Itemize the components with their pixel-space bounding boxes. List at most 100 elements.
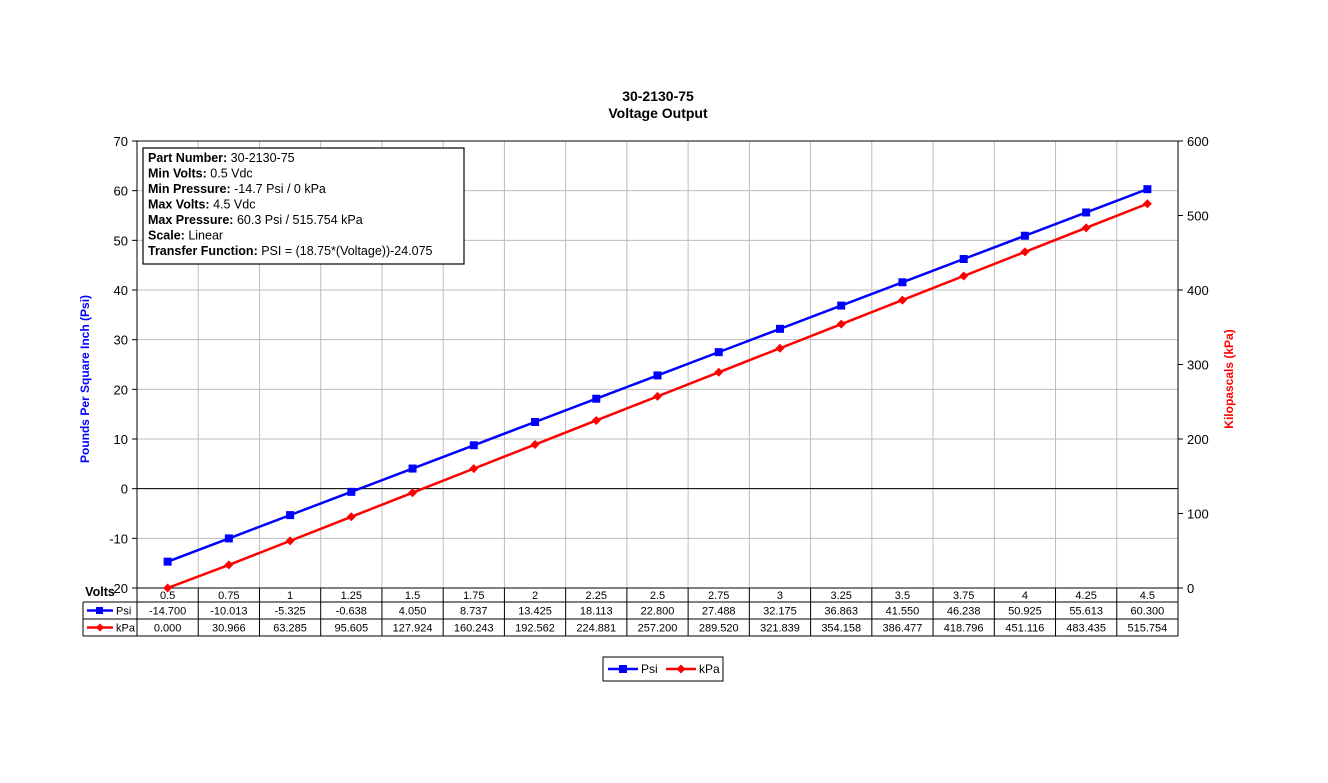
info-box-label: Max Volts:: [148, 198, 210, 212]
table-cell: -10.013: [210, 606, 247, 618]
x-tick-label: 1.75: [463, 590, 484, 602]
data-point-kpa: [346, 512, 356, 522]
table-cell: -0.638: [336, 606, 367, 618]
data-table: Volts 0.5 0.75 1 1.25 1.5 1.75 2 2.25 2.5 2.75 3 3.2…: [82, 585, 1179, 637]
info-box-label: Part Number:: [148, 151, 227, 165]
x-tick-label: 1.25: [341, 590, 362, 602]
table-series-name: kPa: [116, 623, 136, 635]
table-cell: 483.435: [1066, 623, 1106, 635]
info-box-line: Transfer Function: PSI = (18.75*(Voltage…: [148, 244, 433, 258]
table-cell: 63.285: [273, 623, 307, 635]
data-point-kpa: [775, 343, 785, 353]
data-point-kpa: [163, 583, 173, 593]
y2-tick-label: 500: [1187, 209, 1209, 224]
y2-tick-label: 100: [1187, 507, 1209, 522]
info-box-value: 60.3 Psi / 515.754 kPa: [233, 213, 362, 227]
gridlines: [137, 140, 1178, 589]
table-cell: 354.158: [821, 623, 861, 635]
data-point-kpa: [653, 391, 662, 401]
data-point-kpa: [714, 367, 724, 377]
y-tick-label: 70: [114, 134, 128, 149]
data-point-kpa: [1081, 223, 1091, 233]
x-tick-label: 3.5: [895, 590, 910, 602]
table-cell: 451.116: [1005, 623, 1044, 635]
data-point-psi: [1020, 231, 1029, 240]
table-cell: 321.839: [760, 623, 800, 635]
x-tick-label: 2.25: [586, 590, 607, 602]
table-cell: 95.605: [334, 623, 368, 635]
table-cell: 22.800: [641, 606, 675, 618]
data-point-kpa: [530, 440, 540, 450]
data-point-kpa: [1142, 199, 1152, 209]
info-box-label: Max Pressure:: [148, 213, 233, 227]
data-point-kpa: [959, 271, 969, 281]
left-axis: 70 60 50 40 30 20 10 0 -10 -20: [109, 134, 137, 596]
info-box-label: Transfer Function:: [148, 244, 258, 258]
info-box-value: 30-2130-75: [227, 151, 294, 165]
data-point-psi: [163, 557, 172, 566]
x-tick-label: 2: [532, 590, 538, 602]
y-tick-label: 30: [114, 333, 128, 348]
info-box-value: -14.7 Psi / 0 kPa: [231, 182, 326, 196]
y2-tick-label: 300: [1187, 358, 1209, 373]
x-tick-label: 4.25: [1075, 590, 1096, 602]
table-cell: 60.300: [1131, 606, 1165, 618]
y2-axis-label: Kilopascals (kPa): [1222, 329, 1236, 428]
info-box-value: 0.5 Vdc: [207, 167, 253, 181]
data-point-kpa: [224, 560, 234, 570]
data-point-kpa: [897, 295, 907, 305]
data-point-psi: [347, 487, 356, 496]
table-cell: 46.238: [947, 606, 981, 618]
table-legend-marker: [96, 607, 103, 614]
chart-title: 30-2130-75: [622, 88, 694, 104]
info-box-label: Scale:: [148, 229, 185, 243]
y2-tick-label: 400: [1187, 283, 1209, 298]
y2-tick-label: 0: [1187, 581, 1194, 596]
info-box-value: PSI = (18.75*(Voltage))-24.075: [258, 244, 433, 258]
table-cell: 289.520: [699, 623, 739, 635]
data-point-psi: [408, 464, 417, 473]
x-tick-label: 1: [287, 590, 293, 602]
table-cell: 18.113: [580, 606, 613, 618]
x-tick-label: 2.75: [708, 590, 729, 602]
table-series-name: Psi: [116, 606, 131, 618]
data-point-psi: [959, 255, 968, 264]
legend-marker: [619, 665, 627, 673]
y2-tick-label: 600: [1187, 134, 1209, 149]
table-cell: 160.243: [454, 623, 494, 635]
table-cell: 13.425: [518, 606, 552, 618]
y-tick-label: -20: [109, 581, 128, 596]
table-cell: -5.325: [274, 606, 305, 618]
table-cell: 0.000: [154, 623, 182, 635]
x-axis-label: Volts: [85, 585, 115, 599]
data-point-psi: [592, 394, 601, 403]
data-point-kpa: [1020, 247, 1030, 257]
data-point-psi: [469, 441, 478, 450]
data-point-psi: [898, 278, 907, 287]
table-cell: 32.175: [763, 606, 797, 618]
data-point-kpa: [469, 464, 479, 474]
table-cell: 27.488: [702, 606, 736, 618]
info-box-value: Linear: [185, 229, 223, 243]
table-cell: 8.737: [460, 606, 488, 618]
x-tick-label: 4: [1022, 590, 1028, 602]
table-cell: 515.754: [1127, 623, 1167, 635]
table-cell: 55.613: [1069, 606, 1103, 618]
legend: Psi kPa: [602, 656, 724, 682]
table-cell: 418.796: [944, 623, 984, 635]
data-point-psi: [1143, 185, 1152, 194]
y2-tick-label: 200: [1187, 432, 1209, 447]
data-point-psi: [224, 534, 233, 543]
right-axis: 600 500 400 300 200 100 0: [1178, 134, 1209, 596]
x-tick-label: 1.5: [405, 590, 420, 602]
table-cell: 224.881: [576, 623, 616, 635]
info-box-line: Scale: Linear: [148, 229, 223, 243]
info-box-label: Min Pressure:: [148, 182, 231, 196]
data-point-psi: [714, 348, 723, 357]
y-tick-label: -10: [109, 531, 128, 546]
data-point-kpa: [285, 536, 295, 546]
y-tick-label: 60: [114, 184, 128, 199]
x-tick-label: 2.5: [650, 590, 665, 602]
info-box-line: Min Pressure: -14.7 Psi / 0 kPa: [148, 182, 326, 196]
